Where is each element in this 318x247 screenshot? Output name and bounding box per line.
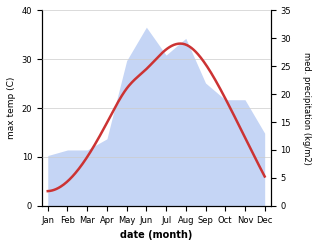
Y-axis label: med. precipitation (kg/m2): med. precipitation (kg/m2) — [302, 52, 311, 165]
Y-axis label: max temp (C): max temp (C) — [7, 77, 16, 139]
X-axis label: date (month): date (month) — [120, 230, 192, 240]
